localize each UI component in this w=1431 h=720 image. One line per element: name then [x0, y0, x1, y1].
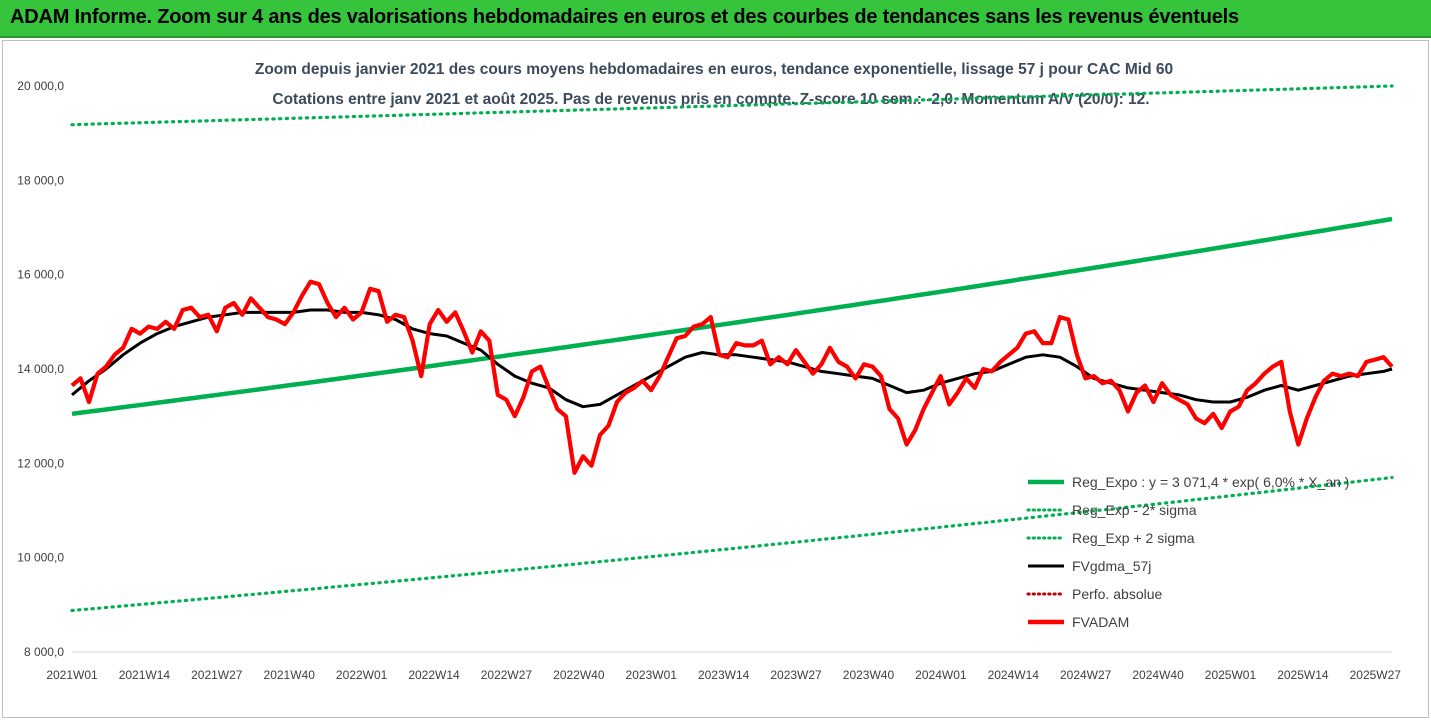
- x-tick-label: 2021W01: [46, 668, 98, 682]
- legend-label: FVADAM: [1072, 614, 1129, 630]
- x-tick-label: 2023W27: [770, 668, 822, 682]
- x-tick-label: 2022W27: [481, 668, 533, 682]
- x-tick-label: 2025W27: [1350, 668, 1402, 682]
- y-tick-label: 16 000,0: [17, 268, 64, 282]
- legend-label: FVgdma_57j: [1072, 558, 1151, 574]
- y-tick-label: 14 000,0: [17, 362, 64, 376]
- legend-label: Reg_Exp + 2 sigma: [1072, 530, 1195, 546]
- x-tick-label: 2023W40: [843, 668, 895, 682]
- x-tick-label: 2021W27: [191, 668, 243, 682]
- x-tick-label: 2023W01: [626, 668, 678, 682]
- series-fvadam: [70, 279, 1394, 475]
- legend-label: Perfo. absolue: [1072, 586, 1162, 602]
- series-reg-exp-minus-2-sigma: [70, 475, 1394, 613]
- chart-frame: [2, 40, 1429, 718]
- x-tick-label: 2024W40: [1132, 668, 1184, 682]
- x-tick-label: 2021W40: [264, 668, 316, 682]
- series-layer: [70, 84, 1394, 613]
- x-tick-label: 2022W14: [408, 668, 460, 682]
- y-tick-label: 20 000,0: [17, 79, 64, 93]
- y-tick-label: 12 000,0: [17, 456, 64, 470]
- x-tick-label: 2023W14: [698, 668, 750, 682]
- x-tick-label: 2021W14: [119, 668, 171, 682]
- y-tick-label: 8 000,0: [24, 645, 64, 659]
- x-tick-label: 2024W01: [915, 668, 967, 682]
- legend: Reg_Expo : y = 3 071,4 * exp( 6,0% * X_a…: [1026, 474, 1349, 630]
- y-tick-label: 18 000,0: [17, 173, 64, 187]
- x-tick-label: 2025W14: [1277, 668, 1329, 682]
- y-tick-label: 10 000,0: [17, 551, 64, 565]
- x-tick-label: 2022W01: [336, 668, 388, 682]
- chart-title-line-1: Zoom depuis janvier 2021 des cours moyen…: [255, 61, 1173, 78]
- report-title: ADAM Informe. Zoom sur 4 ans des valoris…: [10, 6, 1239, 28]
- chart-title-line-2: Cotations entre janv 2021 et août 2025. …: [272, 91, 1149, 108]
- x-tick-label: 2022W40: [553, 668, 605, 682]
- series-reg-expo: [71, 216, 1393, 417]
- x-tick-label: 2025W01: [1205, 668, 1257, 682]
- legend-label: Reg_Expo : y = 3 071,4 * exp( 6,0% * X_a…: [1072, 474, 1349, 490]
- legend-label: Reg_Exp - 2* sigma: [1072, 502, 1197, 518]
- axis-layer: 8 000,0 10 000,0 12 000,0 14 000,0 16 000,0 1…: [17, 79, 1401, 682]
- series-reg-exp-plus-2-sigma: [70, 84, 1394, 127]
- x-tick-label: 2024W14: [988, 668, 1040, 682]
- x-tick-label: 2024W27: [1060, 668, 1112, 682]
- report-banner: ADAM Informe. Zoom sur 4 ans des valoris…: [0, 0, 1431, 38]
